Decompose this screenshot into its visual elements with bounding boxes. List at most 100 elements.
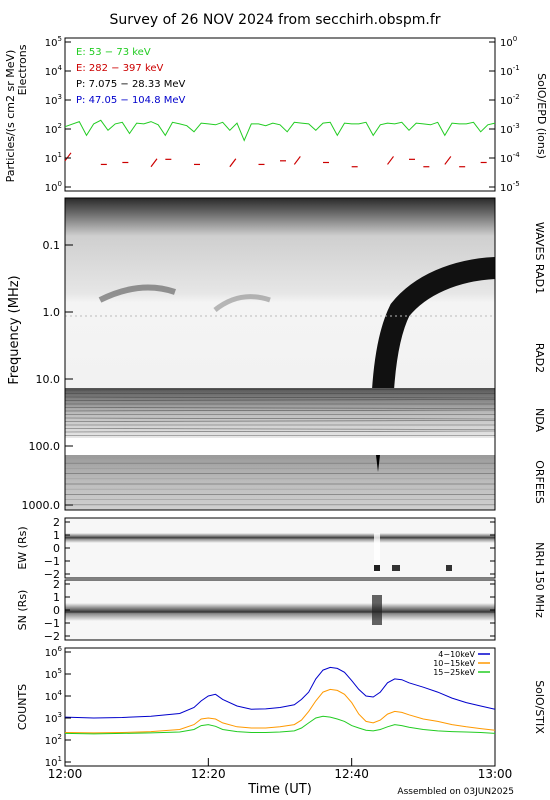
series-line-stix — [64, 715, 496, 735]
figure-title: Survey of 26 NOV 2024 from secchirh.obsp… — [109, 12, 440, 28]
nda-texture-line — [64, 388, 496, 391]
stix-legend-4-10: 4−10keV — [438, 650, 475, 659]
nda-texture-line — [64, 428, 496, 430]
nrh-ew-ticks: 210−1−2 — [44, 516, 495, 581]
stix-panel: 106 105 104 103 102 101 4−10keV 10−15keV 15−2… — [16, 645, 546, 769]
particles-right-tick-label: 100 — [500, 35, 517, 49]
nrh-ew-image — [65, 518, 495, 578]
particles-ticks: 105 104 103 102 101 100 100 10-1 10-2 10-3 10-4 10-… — [45, 35, 520, 194]
legend-p-47-104: P: 47.05 − 104.8 MeV — [76, 95, 186, 106]
orfees-burst — [376, 455, 380, 472]
nrh-tick-label: −1 — [44, 555, 60, 568]
spectrogram-panel: 0.1 1.0 10.0 100.0 1000.0 Frequency (MHz) WA… — [7, 197, 546, 512]
particles-series — [64, 119, 496, 168]
legend-e-53-73: E: 53 − 73 keV — [76, 47, 151, 58]
particles-legend: E: 53 − 73 keV E: 282 − 397 keV P: 7.075… — [76, 47, 186, 106]
series-line-stix — [64, 688, 496, 734]
stix-tick-label: 106 — [45, 645, 63, 659]
nrh-ew-source-3 — [446, 565, 452, 571]
particles-right-tick-label: 10-5 — [500, 180, 520, 194]
nda-texture-line — [64, 420, 496, 422]
nda-texture-line — [64, 409, 496, 412]
spectrogram-ticks: 0.1 1.0 10.0 100.0 1000.0 — [22, 239, 73, 512]
particles-right-tick-label: 10-1 — [500, 64, 520, 78]
point-electrons-282-397 — [64, 152, 72, 162]
particles-left-tick-label: 104 — [45, 64, 63, 78]
nda-spectrum — [65, 388, 495, 438]
time-tick-label: 12:20 — [191, 767, 226, 781]
time-tick-label: 12:40 — [334, 767, 369, 781]
orfees-spectrum — [65, 455, 495, 510]
particles-left-tick-label: 105 — [45, 35, 62, 49]
type-iii-burst — [372, 257, 496, 391]
point-electrons-282-397 — [293, 156, 301, 165]
particles-right-tick-label: 10-2 — [500, 93, 520, 107]
stix-ticks: 106 105 104 103 102 101 — [45, 645, 71, 769]
particles-ylabel-electrons: Electrons — [16, 44, 29, 95]
nrh-tick-label: 2 — [53, 578, 60, 591]
nrh-tick-label: −1 — [44, 617, 60, 630]
x-axis-label: Time (UT) — [247, 782, 312, 797]
nrh-sn-panel: 210−1−2 SN (Rs) — [16, 578, 496, 643]
particles-right-tick-label: 10-3 — [500, 122, 520, 136]
nrh-tick-label: −2 — [44, 568, 60, 581]
legend-e-282-397: E: 282 − 397 keV — [76, 63, 164, 74]
nrh-ew-source — [374, 565, 380, 571]
nrh-tick-label: −2 — [44, 630, 60, 643]
stix-tick-label: 102 — [45, 733, 62, 747]
stix-legend: 4−10keV 10−15keV 15−25keV — [433, 650, 490, 677]
particles-panel: 105 104 103 102 101 100 100 10-1 10-2 10-3 10-4 10-… — [4, 35, 548, 194]
spectrogram-ylabel: Frequency (MHz) — [7, 275, 22, 384]
nrh-tick-label: 0 — [53, 604, 60, 617]
nrh-ew-ylabel: EW (Rs) — [16, 526, 29, 569]
instrument-waves-rad1: WAVES RAD1 — [533, 222, 546, 294]
nda-texture-line — [64, 417, 496, 420]
nda-gap — [65, 438, 495, 455]
point-electrons-282-397 — [229, 158, 237, 168]
nrh-tick-label: 1 — [53, 529, 60, 542]
faint-burst — [98, 284, 176, 303]
instrument-orfees: ORFEES — [533, 460, 546, 504]
orfees-lines — [65, 457, 495, 506]
nrh-ew-band — [65, 533, 495, 543]
series-line-electrons-53-73 — [64, 119, 496, 142]
legend-p-7-28: P: 7.075 − 28.33 MeV — [76, 79, 186, 90]
particles-left-tick-label: 103 — [45, 93, 62, 107]
nda-texture-line — [64, 430, 496, 433]
frequency-tick-label: 100.0 — [29, 440, 61, 453]
stix-ylabel: COUNTS — [16, 684, 29, 730]
stix-legend-15-25: 15−25keV — [433, 668, 475, 677]
nda-texture-line — [64, 399, 496, 401]
nrh-ew-panel: 210−1−2 EW (Rs) — [16, 516, 496, 581]
frequency-tick-label: 1000.0 — [22, 499, 61, 512]
frequency-tick-label: 0.1 — [43, 239, 61, 252]
nda-texture-line — [64, 407, 496, 409]
particles-frame — [64, 37, 496, 192]
stix-tick-label: 101 — [45, 755, 62, 769]
time-tick-label: 12:00 — [48, 767, 83, 781]
stix-tick-label: 104 — [45, 689, 63, 703]
spectrogram-frame — [64, 197, 496, 511]
assembled-footer: Assembled on 03JUN2025 — [397, 787, 514, 797]
frequency-tick-label: 10.0 — [36, 373, 61, 386]
stix-ylabel-right: SolO/STIX — [533, 680, 546, 734]
particles-ylabel: Particles/(s cm2 sr MeV) — [4, 50, 17, 183]
particles-left-tick-label: 100 — [45, 180, 62, 194]
particles-left-tick-label: 102 — [45, 122, 62, 136]
point-electrons-282-397 — [444, 156, 452, 165]
nda-texture-line — [64, 396, 496, 399]
instrument-nda: NDA — [533, 408, 546, 433]
stix-tick-label: 103 — [45, 711, 62, 725]
particles-left-tick-label: 101 — [45, 151, 62, 165]
time-tick-label: 13:00 — [478, 767, 513, 781]
stix-series — [64, 666, 496, 735]
nrh-sn-source — [372, 595, 382, 625]
nrh-sn-ticks: 210−1−2 — [44, 578, 495, 643]
point-electrons-282-397 — [387, 156, 394, 165]
nrh-tick-label: 0 — [53, 542, 60, 555]
nrh-ew-gap — [374, 533, 380, 573]
nrh-ew-source-2 — [392, 565, 400, 571]
nrh-tick-label: 1 — [53, 591, 60, 604]
faint-burst-2 — [213, 294, 271, 312]
